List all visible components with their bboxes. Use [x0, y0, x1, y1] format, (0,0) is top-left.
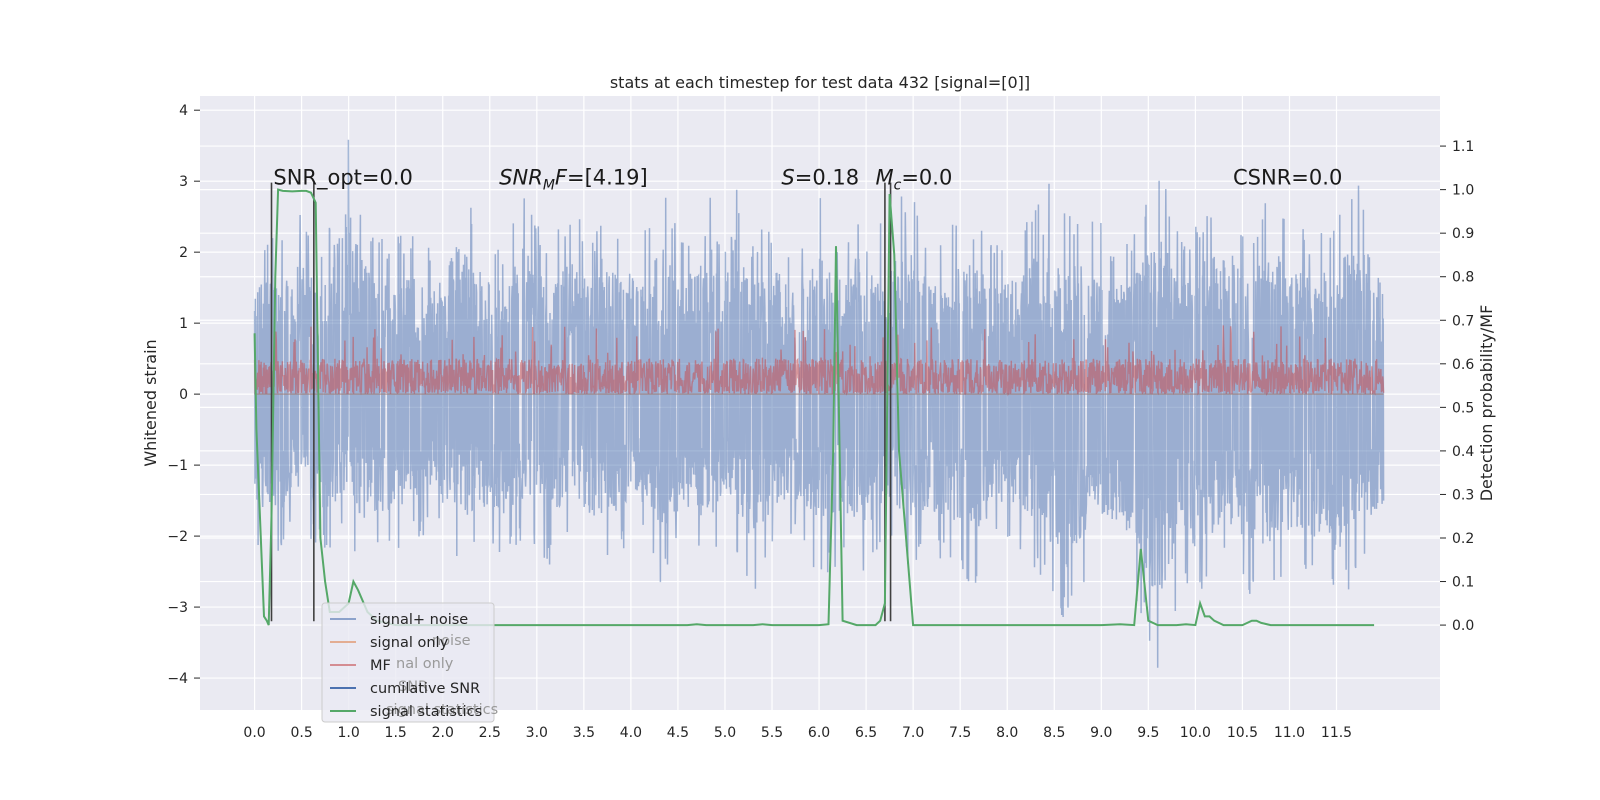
annotation-italic: S — [781, 166, 794, 190]
y2-tick-label: 0.9 — [1452, 226, 1474, 242]
annotation-subscript: M — [543, 178, 555, 194]
x-tick-label: 8.5 — [1043, 725, 1065, 741]
annotation-1: SNRMF=[4.19] — [499, 166, 648, 194]
y2-tick-label: 0.1 — [1452, 575, 1474, 591]
series-signal-statistics — [253, 188, 1375, 627]
x-tick-label: 6.0 — [808, 725, 830, 741]
annotation-prefix: M — [876, 166, 894, 190]
y2-tick-label: 0.5 — [1452, 400, 1474, 416]
y2-tick-label: 0.6 — [1452, 357, 1474, 373]
x-tick-label: 0.0 — [243, 725, 265, 741]
y-tick-label: 2 — [179, 245, 188, 261]
y-tick-label: −3 — [167, 600, 188, 616]
chart-title: stats at each timestep for test data 432… — [610, 73, 1030, 92]
y2-tick-label: 0.8 — [1452, 270, 1474, 286]
x-tick-label: 8.0 — [996, 725, 1018, 741]
y2-tick-label: 0.2 — [1452, 531, 1474, 547]
x-tick-label: 1.0 — [338, 725, 360, 741]
x-tick-label: 9.5 — [1137, 725, 1159, 741]
annotation-prefix: SNR — [499, 166, 543, 190]
annotation-0: SNR_opt=0.0 — [273, 166, 413, 191]
x-tick-label: 6.5 — [855, 725, 877, 741]
y2-tick-label: 0.4 — [1452, 444, 1474, 460]
x-tick-label: 2.5 — [479, 725, 501, 741]
vertical-markers — [253, 182, 1375, 627]
annotation-4: CSNR=0.0 — [1233, 166, 1342, 190]
x-tick-label: 7.5 — [949, 725, 971, 741]
series-mf — [253, 325, 1385, 397]
annotation-suffix: F=[4.19] — [555, 166, 648, 190]
legend-ghost-text: signal statistics — [386, 702, 498, 718]
x-tick-label: 7.0 — [902, 725, 924, 741]
x-tick-label: 4.5 — [667, 725, 689, 741]
annotation-suffix-rest: =[4.19] — [567, 166, 648, 190]
x-tick-label: 5.5 — [761, 725, 783, 741]
y2-tick-label: 1.1 — [1452, 139, 1474, 155]
y2-tick-label: 0.3 — [1452, 487, 1474, 503]
annotations: SNR_opt=0.0 SNRMF=[4.19] S=0.18 Mc=0.0 CSNR=… — [273, 166, 1342, 194]
legend-label: signal statistics — [370, 704, 482, 720]
tick-labels: 0.0 0.5 1.0 1.5 2.0 2.5 3.0 3.5 4.0 4.5 5.0 5.5 6.0 6… — [167, 103, 1474, 741]
x-tick-label: 1.5 — [385, 725, 407, 741]
annotation-3: Mc=0.0 — [876, 166, 953, 194]
y-tick-label: −1 — [167, 458, 188, 474]
legend-label: signal only — [370, 635, 449, 651]
annotation-suffix: =0.0 — [901, 166, 952, 190]
y-tick-label: 3 — [179, 174, 188, 190]
x-tick-label: 9.0 — [1090, 725, 1112, 741]
y2-tick-label: 0.7 — [1452, 313, 1474, 329]
y-tick-label: 1 — [179, 316, 188, 332]
legend-ghost-text: SNR — [398, 679, 428, 695]
x-tick-label: 4.0 — [620, 725, 642, 741]
x-tick-label: 2.0 — [432, 725, 454, 741]
annotation-subscript: c — [894, 178, 902, 194]
legend-label: MF — [370, 658, 391, 674]
annotation-suffix-italic: F — [555, 166, 568, 190]
y-tick-label: −2 — [167, 529, 188, 545]
y-axis-label-left: Whitened strain — [141, 339, 160, 466]
annotation-text: CSNR=0.0 — [1233, 166, 1342, 190]
legend-box — [321, 602, 495, 723]
x-tick-label: 3.0 — [526, 725, 548, 741]
y2-tick-label: 1.0 — [1452, 183, 1474, 199]
x-tick-label: 10.5 — [1227, 725, 1258, 741]
x-tick-label: 11.5 — [1321, 725, 1352, 741]
x-tick-label: 10.0 — [1180, 725, 1211, 741]
y-tick-label: −4 — [167, 671, 188, 687]
x-tick-label: 3.5 — [573, 725, 595, 741]
annotation-text: SNR_opt=0.0 — [273, 166, 413, 191]
x-tick-label: 5.0 — [714, 725, 736, 741]
series-layer — [253, 139, 1385, 668]
annotation-2: S=0.18 — [781, 166, 859, 190]
legend-entries: signal+ noise signal only MF cumilative SNR… — [330, 612, 482, 720]
legend-label: signal+ noise — [370, 612, 468, 628]
annotation-suffix: =0.18 — [795, 166, 859, 190]
legend-label: cumilative SNR — [370, 681, 480, 697]
legend-ghost-text: nal only — [396, 656, 454, 672]
y2-tick-label: 0.0 — [1452, 618, 1474, 634]
y-axis-label-right: Detection probability/MF — [1477, 305, 1496, 502]
y-tick-label: 4 — [179, 103, 188, 119]
series-signal-plus-noise — [253, 139, 1385, 668]
legend-ghost-layer: noise nal only SNR signal statistics — [386, 633, 498, 718]
legend: noise nal only SNR signal statistics signal… — [321, 602, 498, 723]
x-tick-label: 11.0 — [1274, 725, 1305, 741]
x-tick-label: 0.5 — [290, 725, 312, 741]
y-tick-label: 0 — [179, 387, 188, 403]
legend-ghost-text: noise — [432, 633, 471, 649]
